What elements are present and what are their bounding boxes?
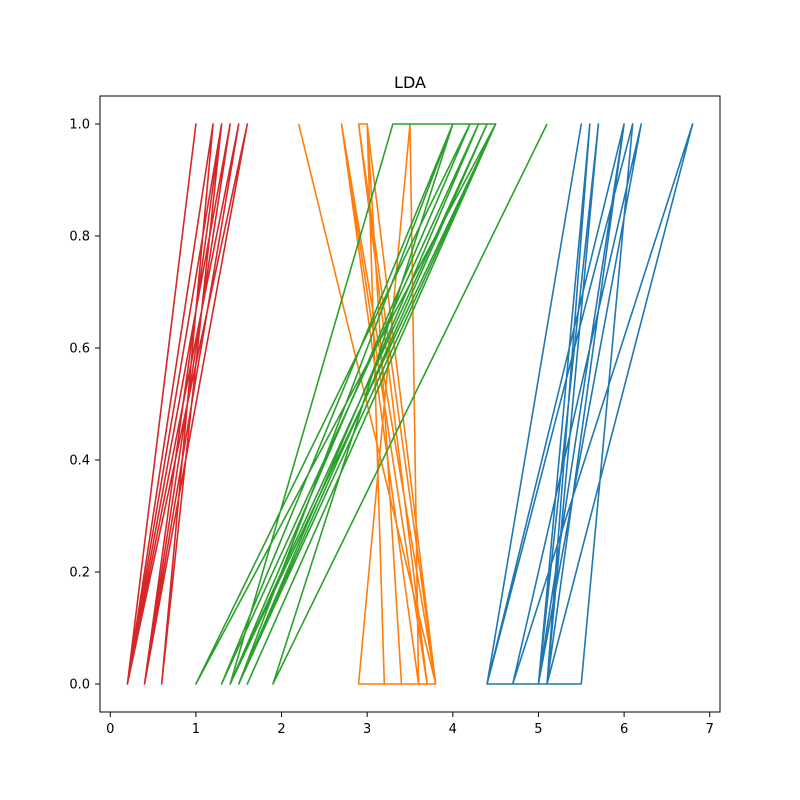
- x-tick-label: 2: [277, 722, 285, 737]
- y-tick-label: 0.4: [69, 454, 90, 469]
- y-tick-label: 0.2: [69, 566, 90, 581]
- plot-area: 0 1 2 3 4 5 6 7 0.0 0.2 0.4 0.6 0.8 1.0: [69, 95, 721, 737]
- y-tick-label: 0.0: [69, 678, 90, 693]
- x-tick-label: 1: [192, 722, 200, 737]
- series-line-4: [126, 123, 249, 685]
- x-tick-label: 7: [706, 722, 714, 737]
- y-tick-label: 1.0: [69, 118, 90, 133]
- x-tick-label: 0: [106, 722, 114, 737]
- series-line-1: [486, 123, 694, 685]
- x-tick-label: 6: [620, 722, 628, 737]
- series-group: [126, 123, 694, 685]
- y-tick-label: 0.6: [69, 342, 90, 357]
- chart-title: LDA: [394, 73, 426, 92]
- x-tick-label: 3: [363, 722, 371, 737]
- series-line-2: [297, 123, 437, 685]
- series-line-3: [195, 123, 548, 685]
- x-tick-label: 4: [449, 722, 457, 737]
- x-tick-label: 5: [534, 722, 542, 737]
- y-axis: 0.0 0.2 0.4 0.6 0.8 1.0: [69, 118, 100, 693]
- x-axis: 0 1 2 3 4 5 6 7: [106, 712, 714, 737]
- y-tick-label: 0.8: [69, 230, 90, 245]
- axes-frame: [99, 95, 721, 713]
